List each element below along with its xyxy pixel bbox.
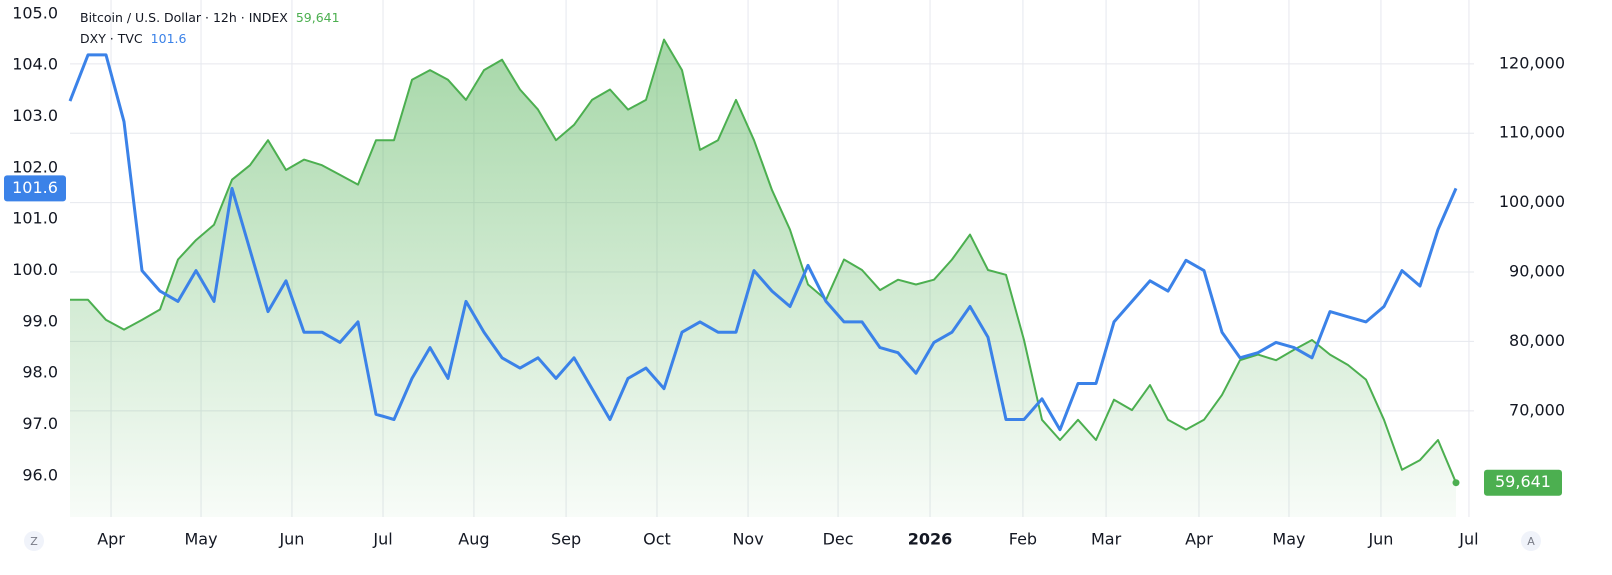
x-tick-label: May	[1272, 530, 1305, 549]
auto-button[interactable]	[1521, 531, 1541, 551]
price-badge	[1484, 469, 1562, 496]
legend-entry: Bitcoin / U.S. Dollar · 12h · INDEX 59,64…	[80, 10, 340, 25]
y2-tick-label: 110,000	[1499, 123, 1565, 142]
x-tick-label: Jun	[1367, 530, 1393, 549]
x-tick-label: Dec	[823, 530, 854, 549]
zoom-button-label[interactable]: Z	[30, 535, 38, 548]
x-tick-label: Nov	[732, 530, 763, 549]
price-badge-label: 59,641	[1495, 472, 1551, 491]
legend-text: DXY · TVC	[80, 31, 143, 46]
x-tick-label: Apr	[97, 530, 125, 549]
x-tick-label: Jun	[278, 530, 304, 549]
area	[70, 39, 1456, 517]
y-tick-label: 99.0	[22, 311, 58, 330]
y-tick-label: 96.0	[22, 465, 58, 484]
x-tick-label: Sep	[551, 530, 581, 549]
line	[68, 53, 1458, 432]
auto-button-label[interactable]: A	[1527, 535, 1535, 548]
x-tick-label: Jul	[372, 530, 392, 549]
x-tick-label: Feb	[1009, 530, 1037, 549]
legend-text: Bitcoin / U.S. Dollar · 12h · INDEX	[80, 10, 288, 25]
price-badge-label: 101.6	[12, 178, 58, 197]
y2-tick-label: 120,000	[1499, 53, 1565, 72]
x-tick-label: Aug	[458, 530, 489, 549]
price-badge	[4, 175, 66, 202]
last-point	[1452, 479, 1460, 487]
y2-tick-label: 70,000	[1509, 400, 1565, 419]
legend-value: 59,641	[296, 10, 340, 25]
y2-tick-label: 80,000	[1509, 331, 1565, 350]
y-tick-label: 104.0	[12, 55, 58, 74]
legend-entry: DXY · TVC 101.6	[80, 31, 187, 46]
x-tick-label: May	[185, 530, 218, 549]
zoom-button[interactable]	[24, 531, 44, 551]
y-tick-label: 97.0	[22, 414, 58, 433]
y-tick-label: 103.0	[12, 106, 58, 125]
y-tick-label: 98.0	[22, 363, 58, 382]
x-tick-label: Jul	[1458, 530, 1478, 549]
y2-tick-label: 90,000	[1509, 262, 1565, 281]
y-tick-label: 100.0	[12, 260, 58, 279]
x-tick-label: Oct	[643, 530, 671, 549]
line	[70, 38, 1457, 484]
y-tick-label: 105.0	[12, 3, 58, 22]
x-tick-label: Mar	[1091, 530, 1122, 549]
y2-tick-label: 100,000	[1499, 192, 1565, 211]
x-tick-label: 2026	[908, 530, 953, 549]
legend-value: 101.6	[151, 31, 187, 46]
y-tick-label: 101.0	[12, 209, 58, 228]
y-tick-label: 102.0	[12, 157, 58, 176]
x-tick-label: Apr	[1185, 530, 1213, 549]
